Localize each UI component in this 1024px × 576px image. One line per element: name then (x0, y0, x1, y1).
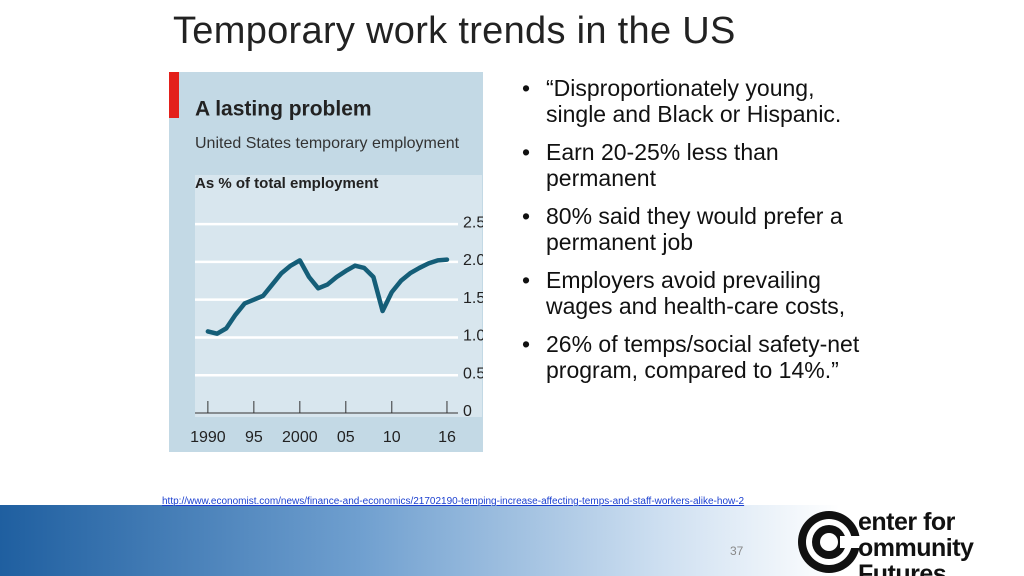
bullet: 80% said they would prefer a permanent j… (522, 203, 862, 255)
slide-title: Temporary work trends in the US (173, 10, 736, 52)
y-tick-label: 1.0 (463, 328, 483, 345)
x-tick-label: 05 (337, 429, 355, 446)
bullet: Earn 20-25% less than permanent (522, 139, 862, 191)
plot-area (195, 175, 482, 417)
y-tick-label: 2.5 (463, 214, 483, 231)
y-tick-label: 1.5 (463, 290, 483, 307)
bullet-list: “Disproportionately young, single and Bl… (522, 75, 862, 395)
red-tag (169, 72, 179, 118)
bullet: “Disproportionately young, single and Bl… (522, 75, 862, 127)
logo-mark (798, 511, 864, 573)
page-number: 37 (730, 544, 744, 558)
y-tick-label: 2.0 (463, 252, 483, 269)
x-tick-label: 2000 (282, 429, 318, 446)
bullet: 26% of temps/social safety-net program, … (522, 331, 862, 383)
x-tick-label: 10 (383, 429, 401, 446)
chart-title: A lasting problem (195, 98, 372, 121)
y-axis-label: As % of total employment (195, 175, 378, 192)
chart-subtitle: United States temporary employment (195, 135, 460, 152)
y-tick-label: 0 (463, 403, 472, 420)
logo-line: ommunity Futures (858, 534, 974, 576)
logo-text: enter for ommunity Futures (858, 509, 1024, 576)
x-tick-label: 1990 (190, 429, 226, 446)
source-link[interactable]: http://www.economist.com/news/finance-an… (162, 496, 745, 507)
x-tick-label: 16 (438, 429, 456, 446)
logo-line: enter for (858, 508, 955, 536)
x-tick-label: 95 (245, 429, 263, 446)
bullet: Employers avoid prevailing wages and hea… (522, 267, 862, 319)
chart: A lasting problem United States temporar… (169, 72, 483, 452)
y-tick-label: 0.5 (463, 365, 483, 382)
line-series (205, 257, 450, 336)
